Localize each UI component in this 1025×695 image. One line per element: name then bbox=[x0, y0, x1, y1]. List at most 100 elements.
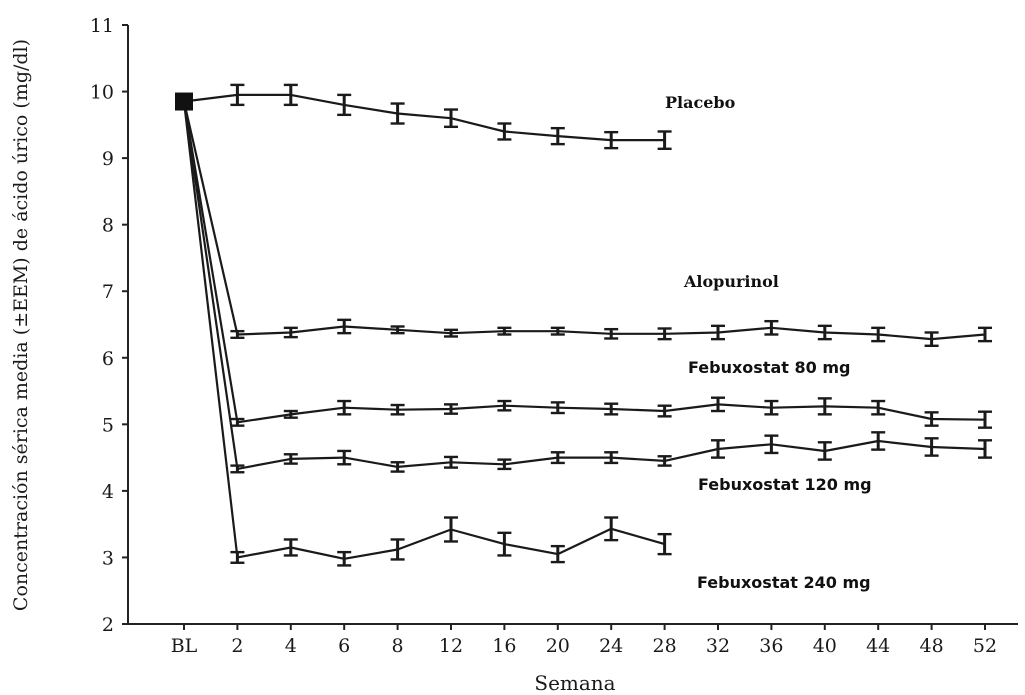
y-axis-label: Concentración sérica media (±EEM) de áci… bbox=[10, 39, 32, 611]
error-bar bbox=[390, 102, 405, 125]
error-bar bbox=[978, 326, 992, 343]
series-line bbox=[182, 101, 986, 341]
series-label-alopurinol: Alopurinol bbox=[683, 272, 779, 291]
y-tick-label: 6 bbox=[102, 348, 114, 370]
y-tick-label: 11 bbox=[90, 15, 114, 37]
series-label-febuxostat-80: Febuxostat 80 mg bbox=[688, 358, 850, 377]
error-bar bbox=[550, 544, 565, 564]
y-tick-label: 10 bbox=[90, 82, 114, 104]
error-bar bbox=[283, 326, 298, 339]
error-bar bbox=[657, 455, 672, 467]
series-1 bbox=[182, 101, 992, 347]
x-tick-label: 36 bbox=[759, 635, 783, 657]
error-bar bbox=[390, 461, 405, 473]
error-bar bbox=[711, 439, 725, 459]
error-bar bbox=[390, 325, 405, 335]
error-bar bbox=[337, 93, 352, 117]
x-axis-label: Semana bbox=[534, 671, 615, 695]
error-bar bbox=[497, 458, 512, 471]
error-bar bbox=[497, 531, 512, 557]
series-line bbox=[182, 101, 665, 560]
error-bar bbox=[550, 326, 565, 336]
baseline-marker bbox=[175, 92, 193, 111]
error-bar bbox=[871, 326, 886, 343]
error-bar bbox=[817, 441, 832, 461]
error-bar bbox=[444, 108, 458, 129]
series-line bbox=[182, 101, 986, 424]
y-tick-label: 5 bbox=[102, 414, 114, 436]
error-bar bbox=[283, 409, 298, 419]
series-4 bbox=[182, 101, 672, 567]
error-bar bbox=[444, 516, 458, 543]
error-bar bbox=[657, 130, 672, 150]
y-tick-label: 3 bbox=[102, 547, 114, 569]
error-bar bbox=[283, 453, 298, 465]
error-bar bbox=[444, 328, 458, 338]
error-bar bbox=[230, 417, 245, 427]
x-tick-label: 8 bbox=[392, 635, 404, 657]
error-bar bbox=[283, 538, 298, 557]
error-bar bbox=[444, 403, 458, 415]
error-bar bbox=[283, 83, 298, 107]
x-tick-label: 4 bbox=[285, 635, 297, 657]
y-tick-label: 9 bbox=[102, 148, 114, 170]
error-bar bbox=[764, 434, 779, 455]
x-tick-label: 48 bbox=[920, 635, 944, 657]
x-tick-label: 20 bbox=[546, 635, 570, 657]
error-bar bbox=[657, 404, 672, 418]
error-bar bbox=[924, 411, 939, 427]
error-bar bbox=[711, 396, 725, 413]
error-bar bbox=[337, 399, 352, 416]
x-tick-label: 44 bbox=[866, 635, 890, 657]
error-bar bbox=[230, 83, 245, 107]
x-tick-label: 24 bbox=[599, 635, 623, 657]
error-bar bbox=[657, 532, 672, 556]
error-bar bbox=[390, 538, 405, 561]
series-label-febuxostat-240: Febuxostat 240 mg bbox=[697, 573, 871, 592]
x-tick-label: 28 bbox=[653, 635, 677, 657]
series-0 bbox=[183, 83, 672, 150]
error-bar bbox=[604, 402, 619, 416]
error-bar bbox=[230, 550, 245, 564]
x-tick-label: 2 bbox=[231, 635, 243, 657]
error-bar bbox=[337, 550, 352, 567]
error-bar bbox=[497, 399, 512, 412]
error-bar bbox=[657, 327, 672, 341]
x-tick-label: 6 bbox=[338, 635, 350, 657]
error-bar bbox=[871, 399, 886, 416]
error-bar bbox=[444, 455, 458, 469]
error-bar bbox=[550, 126, 565, 146]
y-tick-label: 8 bbox=[102, 215, 114, 237]
error-bar bbox=[337, 449, 352, 466]
error-bar bbox=[604, 516, 619, 542]
x-tick-label: 40 bbox=[813, 635, 837, 657]
error-bar bbox=[604, 130, 619, 150]
x-tick-label: 32 bbox=[706, 635, 730, 657]
x-tick-label: 16 bbox=[492, 635, 516, 657]
series-3 bbox=[182, 101, 992, 474]
axes bbox=[127, 25, 1018, 625]
error-bar bbox=[230, 464, 245, 474]
y-ticks: 2 3 4 5 6 7 8 9 10 11 bbox=[90, 15, 128, 636]
error-bar bbox=[711, 324, 725, 341]
series-label-placebo: Placebo bbox=[665, 93, 736, 112]
x-tick-label: 12 bbox=[439, 635, 463, 657]
y-tick-label: 4 bbox=[102, 481, 114, 503]
error-bar bbox=[604, 327, 619, 340]
y-tick-label: 2 bbox=[102, 614, 114, 636]
series-label-febuxostat-120: Febuxostat 120 mg bbox=[698, 475, 872, 494]
error-bar bbox=[550, 401, 565, 415]
series-line bbox=[183, 93, 665, 142]
error-bar bbox=[924, 437, 939, 457]
error-bar bbox=[978, 410, 992, 429]
error-bar bbox=[230, 329, 245, 340]
error-bar bbox=[924, 331, 939, 347]
error-bar bbox=[390, 403, 405, 416]
series-group bbox=[175, 83, 992, 567]
series-2 bbox=[182, 101, 992, 429]
x-ticks: BL 2 4 6 8 12 16 20 24 28 32 36 40 44 48 52 bbox=[171, 624, 997, 657]
series-line bbox=[182, 101, 986, 470]
error-bar bbox=[764, 319, 779, 336]
error-bar bbox=[817, 324, 832, 341]
